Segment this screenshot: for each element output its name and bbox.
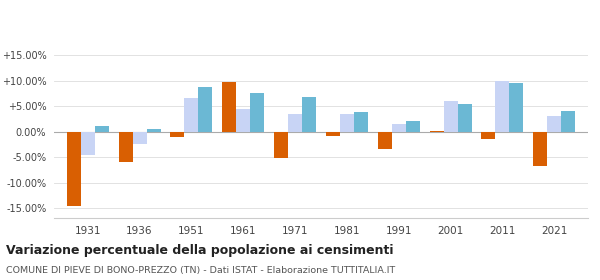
Legend: Pieve di Bono-Prezzo, Provincia di TN, Trentino-AA: Pieve di Bono-Prezzo, Provincia di TN, T… [136,0,506,3]
Bar [302,97,316,132]
Bar [443,101,458,132]
Bar [199,87,212,132]
Bar [340,114,354,132]
Bar [406,122,420,132]
Bar [95,127,109,132]
Bar [222,81,236,132]
Bar [184,98,199,132]
Text: COMUNE DI PIEVE DI BONO-PREZZO (TN) - Dati ISTAT - Elaborazione TUTTITALIA.IT: COMUNE DI PIEVE DI BONO-PREZZO (TN) - Da… [6,266,395,275]
Bar [509,83,523,132]
Bar [80,132,95,155]
Text: Variazione percentuale della popolazione ai censimenti: Variazione percentuale della popolazione… [6,244,394,256]
Bar [274,132,288,158]
Bar [562,111,575,132]
Bar [326,132,340,136]
Bar [170,132,184,137]
Bar [67,132,80,206]
Bar [430,130,443,132]
Bar [378,132,392,150]
Bar [458,104,472,132]
Bar [119,132,133,162]
Bar [288,114,302,132]
Bar [354,112,368,132]
Bar [481,132,496,139]
Bar [133,132,146,144]
Bar [533,132,547,166]
Bar [146,129,161,132]
Bar [496,81,509,132]
Bar [547,116,562,132]
Bar [236,109,250,132]
Bar [250,93,264,132]
Bar [392,124,406,132]
